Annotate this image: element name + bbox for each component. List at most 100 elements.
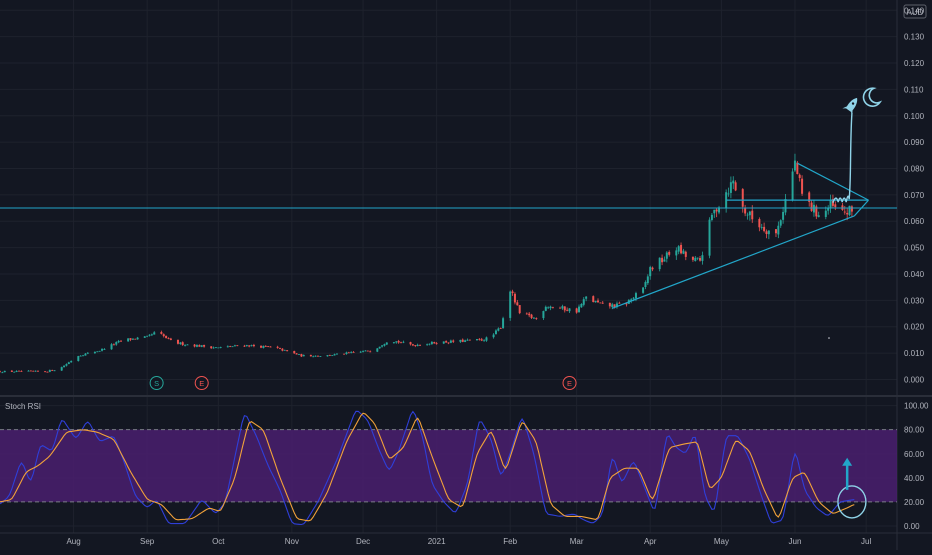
candle-body bbox=[279, 348, 282, 349]
candle-body bbox=[850, 206, 853, 212]
stoch-rsi-tick-label: 80.00 bbox=[904, 426, 925, 435]
candle-body bbox=[511, 291, 514, 294]
candle-body bbox=[376, 348, 379, 352]
candle-body bbox=[350, 352, 353, 353]
candle-body bbox=[824, 210, 827, 217]
candle-body bbox=[419, 344, 422, 346]
candle-body bbox=[741, 189, 744, 207]
candle-body bbox=[713, 209, 716, 214]
event-label: S bbox=[154, 379, 159, 388]
stoch-rsi-arrow-head[interactable] bbox=[842, 457, 853, 466]
candle-body bbox=[530, 314, 533, 318]
stoch-rsi-circle-drawing[interactable] bbox=[837, 485, 867, 519]
earnings-event-marker[interactable]: E bbox=[562, 376, 577, 390]
candle-body bbox=[746, 214, 749, 216]
price-tick-label: 0.060 bbox=[904, 217, 925, 226]
candle-body bbox=[198, 345, 201, 347]
candle-body bbox=[231, 346, 234, 348]
candle-body bbox=[319, 356, 322, 357]
candle-body bbox=[734, 182, 737, 191]
candle-body bbox=[352, 351, 355, 353]
candle-body bbox=[146, 335, 149, 337]
candle-body bbox=[563, 306, 566, 311]
candle-body bbox=[649, 267, 652, 277]
stoch-rsi-tick-label: 20.00 bbox=[904, 498, 925, 507]
support-trendline[interactable] bbox=[612, 215, 855, 309]
candle-body bbox=[513, 293, 516, 303]
candle-body bbox=[236, 345, 239, 347]
price-tick-label: 0.040 bbox=[904, 270, 925, 279]
candle-body bbox=[17, 370, 20, 372]
stoch-rsi-d-line bbox=[0, 412, 855, 522]
candle-body bbox=[449, 340, 452, 343]
candle-body bbox=[229, 346, 232, 347]
candle-body bbox=[843, 211, 846, 213]
candle-body bbox=[701, 255, 704, 261]
candle-body bbox=[245, 345, 248, 347]
candle-body bbox=[53, 370, 56, 372]
rocket-trajectory[interactable] bbox=[832, 112, 853, 203]
candle-body bbox=[44, 371, 47, 373]
triangle-upper-line[interactable] bbox=[797, 162, 869, 201]
candle-body bbox=[333, 354, 336, 356]
candle-body bbox=[148, 334, 151, 336]
candle-body bbox=[561, 306, 564, 309]
candle-body bbox=[243, 345, 246, 347]
candle-body bbox=[262, 345, 265, 348]
candle-body bbox=[599, 302, 602, 304]
moon-icon[interactable] bbox=[862, 87, 883, 107]
candle-body bbox=[226, 346, 229, 348]
candle-body bbox=[585, 296, 588, 299]
candle-body bbox=[0, 371, 1, 373]
candle-body bbox=[86, 352, 89, 354]
candle-body bbox=[435, 343, 438, 345]
candle-body bbox=[718, 207, 721, 213]
candle-body bbox=[176, 339, 179, 344]
candle-body bbox=[651, 267, 654, 270]
candle-body bbox=[715, 209, 718, 212]
candle-body bbox=[400, 342, 403, 344]
candle-body bbox=[727, 193, 730, 195]
candle-body bbox=[150, 334, 153, 336]
candle-body bbox=[267, 346, 270, 347]
candle-body bbox=[416, 344, 419, 347]
price-tick-label: 0.030 bbox=[904, 296, 925, 305]
triangle-apex-line[interactable] bbox=[853, 199, 869, 217]
candle-body bbox=[84, 353, 87, 356]
earnings-event-marker[interactable]: E bbox=[194, 376, 209, 390]
candle-body bbox=[32, 370, 35, 372]
axes: 0.000 0.010 0.020 0.030 0.040 0.050 0.060 0.070… bbox=[66, 6, 929, 546]
candle-body bbox=[359, 351, 362, 353]
time-tick-label: Feb bbox=[503, 537, 517, 546]
candle-body bbox=[630, 299, 633, 301]
candle-body bbox=[13, 371, 16, 373]
candle-body bbox=[203, 345, 206, 347]
candle-body bbox=[675, 250, 678, 256]
candle-body bbox=[582, 299, 585, 305]
candle-body bbox=[559, 307, 562, 309]
candle-body bbox=[502, 318, 505, 329]
candle-body bbox=[763, 226, 766, 232]
rocket-icon[interactable] bbox=[842, 94, 862, 116]
split-event-marker[interactable]: S bbox=[149, 376, 164, 390]
candle-body bbox=[264, 346, 267, 347]
candle-body bbox=[300, 354, 303, 357]
candle-body bbox=[668, 251, 671, 255]
candle-body bbox=[478, 338, 481, 340]
candle-body bbox=[475, 339, 478, 340]
currency-badge: AUD bbox=[903, 4, 927, 19]
candle-body bbox=[765, 231, 768, 235]
candle-body bbox=[20, 371, 23, 372]
candle-body bbox=[801, 178, 804, 194]
candle-body bbox=[426, 344, 429, 346]
candle-body bbox=[283, 349, 286, 351]
candle-body bbox=[3, 370, 6, 373]
candle-body bbox=[592, 296, 595, 303]
stoch-rsi-band bbox=[0, 429, 897, 502]
stoch-rsi-tick-label: 60.00 bbox=[904, 450, 925, 459]
candle-body bbox=[808, 192, 811, 202]
candle-body bbox=[193, 344, 196, 347]
candle-body bbox=[777, 225, 780, 235]
candle-body bbox=[642, 287, 645, 293]
